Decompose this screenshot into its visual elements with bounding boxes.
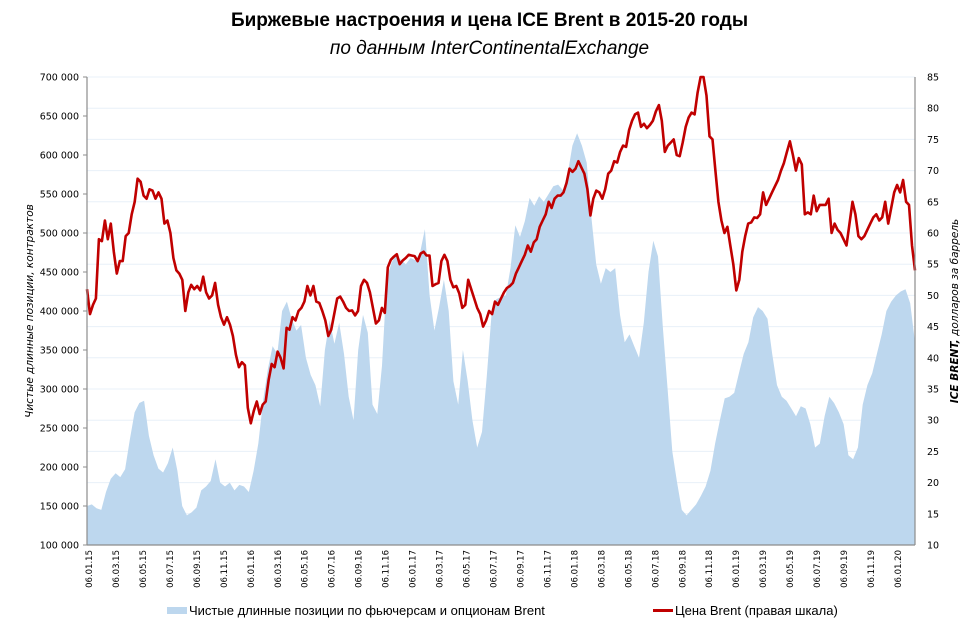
right-tick-label: 75 bbox=[927, 135, 939, 146]
x-tick-label: 06.07.17 bbox=[490, 550, 500, 588]
net-long-positions-area bbox=[87, 133, 915, 545]
right-tick-label: 35 bbox=[927, 385, 939, 396]
legend-item-price: Цена Brent (правая шкала) bbox=[653, 603, 838, 618]
x-tick-label: 06.01.16 bbox=[247, 550, 257, 588]
right-axis-title-rest: долларов за баррель bbox=[949, 219, 961, 339]
line-swatch-icon bbox=[653, 609, 673, 612]
right-tick-label: 10 bbox=[927, 541, 939, 552]
chart-subtitle: по данным InterContinentalExchange bbox=[329, 38, 650, 59]
x-tick-label: 06.01.19 bbox=[732, 550, 742, 588]
x-tick-label: 06.03.15 bbox=[112, 550, 122, 588]
x-tick-label: 06.01.18 bbox=[570, 550, 580, 588]
x-tick-label: 06.05.15 bbox=[139, 550, 149, 588]
left-tick-label: 300 000 bbox=[40, 385, 79, 396]
left-tick-label: 250 000 bbox=[40, 424, 79, 435]
x-tick-label: 06.03.19 bbox=[759, 550, 769, 588]
left-axis-ticks: 700 000 650 000 600 000 550 000 500 000 450 0… bbox=[40, 73, 87, 552]
x-tick-label: 06.11.15 bbox=[220, 550, 230, 588]
x-tick-label: 06.11.19 bbox=[867, 550, 877, 588]
x-tick-label: 06.09.16 bbox=[355, 550, 365, 588]
x-tick-label: 06.09.15 bbox=[193, 550, 203, 588]
right-tick-label: 20 bbox=[927, 478, 939, 489]
right-tick-label: 30 bbox=[927, 416, 939, 427]
x-tick-label: 06.05.18 bbox=[624, 550, 634, 588]
left-tick-label: 600 000 bbox=[40, 151, 79, 162]
right-tick-label: 80 bbox=[927, 104, 939, 115]
left-tick-label: 700 000 bbox=[40, 73, 79, 84]
x-tick-label: 06.01.20 bbox=[894, 550, 904, 588]
right-tick-label: 55 bbox=[927, 260, 939, 271]
x-tick-label: 06.01.17 bbox=[409, 550, 419, 588]
x-tick-label: 06.03.18 bbox=[597, 550, 607, 588]
x-tick-label: 06.11.18 bbox=[705, 550, 715, 588]
right-tick-label: 60 bbox=[927, 229, 939, 240]
right-tick-label: 15 bbox=[927, 509, 939, 520]
right-tick-label: 25 bbox=[927, 447, 939, 458]
chart-title: Биржевые настроения и цена ICE Brent в 2… bbox=[230, 10, 749, 31]
right-tick-label: 45 bbox=[927, 322, 939, 333]
right-tick-label: 70 bbox=[927, 166, 939, 177]
x-tick-label: 06.09.17 bbox=[517, 550, 527, 588]
right-tick-label: 65 bbox=[927, 197, 939, 208]
x-tick-label: 06.05.17 bbox=[463, 550, 473, 588]
right-tick-label: 40 bbox=[927, 353, 939, 364]
left-tick-label: 650 000 bbox=[40, 112, 79, 123]
left-tick-label: 350 000 bbox=[40, 346, 79, 357]
x-tick-label: 06.07.19 bbox=[813, 550, 823, 588]
x-axis-ticks: 06.01.15 06.03.15 06.05.15 06.07.15 06.09.15… bbox=[85, 550, 904, 588]
area-swatch-icon bbox=[167, 607, 187, 614]
x-tick-label: 06.11.17 bbox=[543, 550, 553, 588]
right-axis-title: ICE BRENT, долларов за баррель bbox=[949, 219, 961, 403]
right-tick-label: 85 bbox=[927, 73, 939, 84]
x-tick-label: 06.07.18 bbox=[651, 550, 661, 588]
left-tick-label: 550 000 bbox=[40, 190, 79, 201]
x-tick-label: 06.05.19 bbox=[786, 550, 796, 588]
left-tick-label: 150 000 bbox=[40, 502, 79, 513]
legend-label-positions: Чистые длинные позиции по фьючерсам и оп… bbox=[189, 603, 545, 618]
left-tick-label: 500 000 bbox=[40, 229, 79, 240]
right-axis-ticks: 85 80 75 70 65 60 55 50 45 40 35 30 25 20 15 10 bbox=[927, 73, 939, 552]
x-tick-label: 06.05.16 bbox=[301, 550, 311, 588]
x-tick-label: 06.03.17 bbox=[436, 550, 446, 588]
x-tick-label: 06.09.19 bbox=[840, 550, 850, 588]
x-tick-label: 06.09.18 bbox=[678, 550, 688, 588]
right-tick-label: 50 bbox=[927, 291, 939, 302]
legend-label-price: Цена Brent (правая шкала) bbox=[675, 603, 838, 618]
x-tick-label: 06.07.15 bbox=[166, 550, 176, 588]
legend-item-positions: Чистые длинные позиции по фьючерсам и оп… bbox=[167, 603, 545, 618]
left-tick-label: 400 000 bbox=[40, 307, 79, 318]
brent-price-line bbox=[85, 75, 917, 425]
left-tick-label: 450 000 bbox=[40, 268, 79, 279]
x-tick-label: 06.07.16 bbox=[328, 550, 338, 588]
x-tick-label: 06.11.16 bbox=[382, 550, 392, 588]
x-tick-label: 06.03.16 bbox=[274, 550, 284, 588]
x-tick-label: 06.01.15 bbox=[85, 550, 95, 588]
left-tick-label: 100 000 bbox=[40, 541, 79, 552]
right-axis-title-bold: ICE BRENT, bbox=[949, 339, 961, 403]
left-axis-title: Чистые длинные позиции, контрактов bbox=[24, 204, 36, 418]
left-tick-label: 200 000 bbox=[40, 463, 79, 474]
